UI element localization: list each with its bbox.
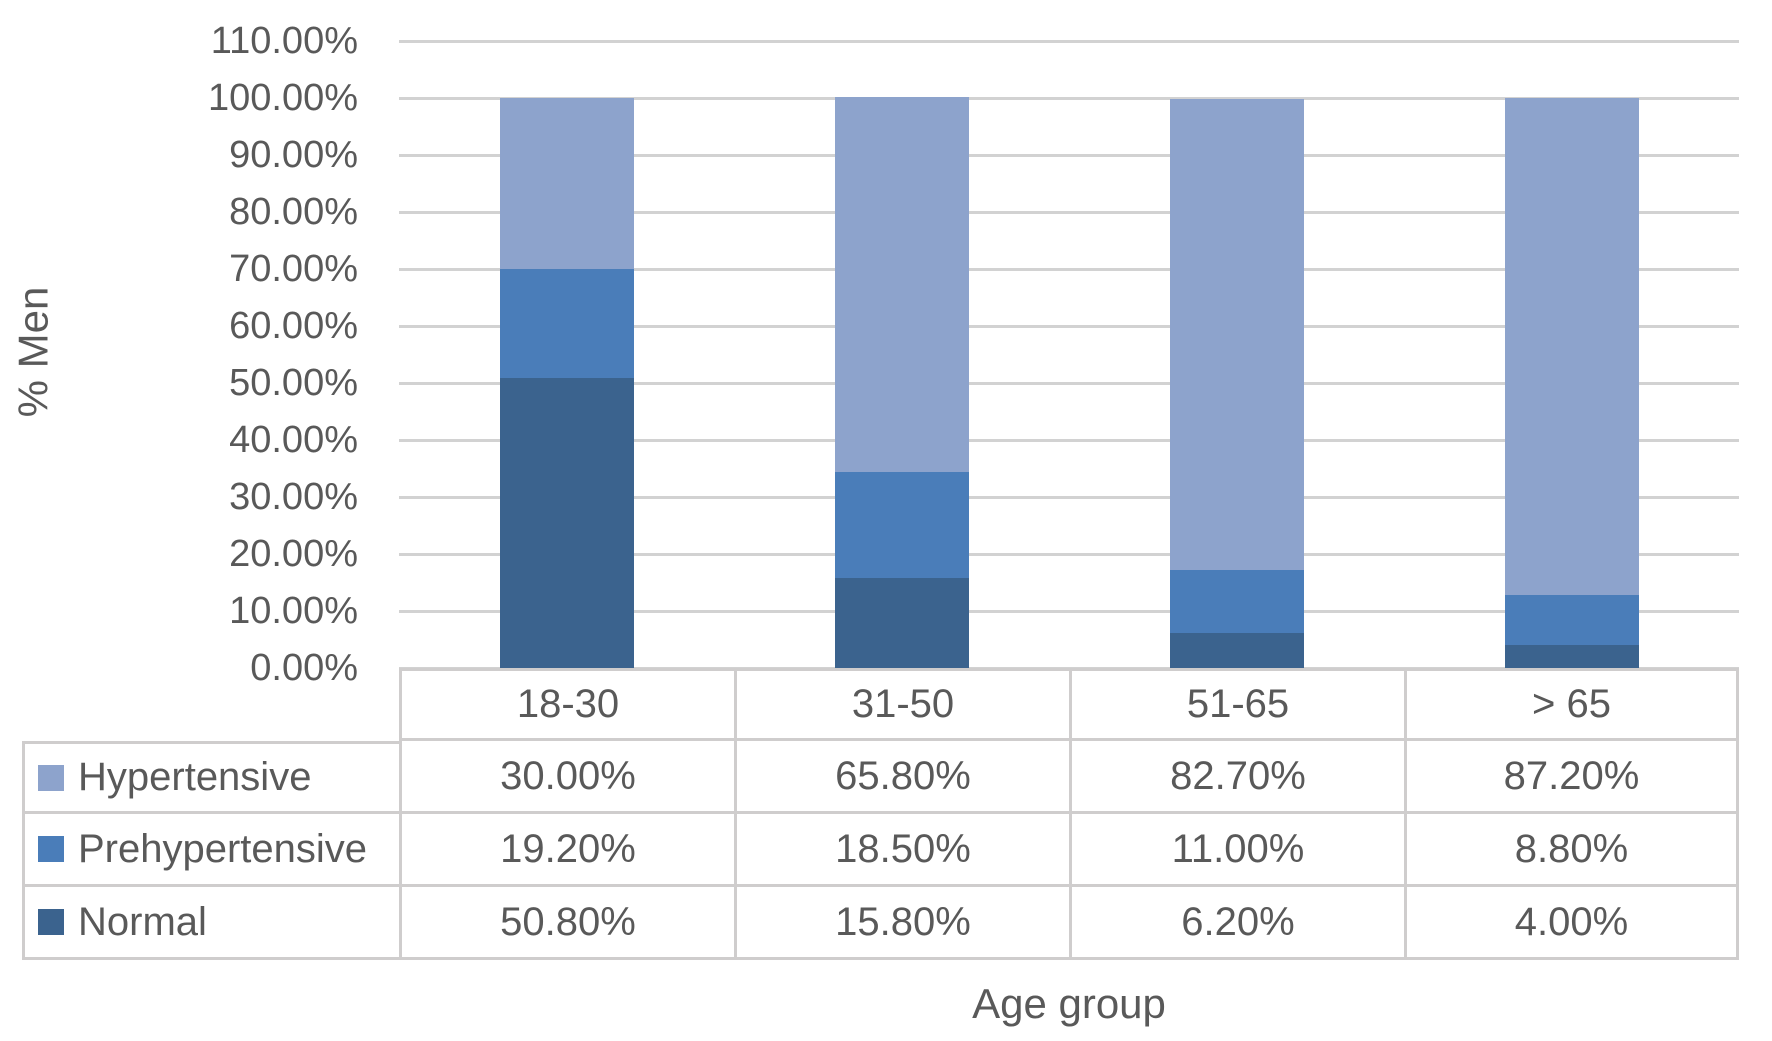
gridline bbox=[399, 267, 1739, 271]
value-cell-gt-65-hypertensive: 87.20% bbox=[1404, 741, 1739, 814]
gridline bbox=[399, 39, 1739, 43]
legend-label: Normal bbox=[78, 899, 207, 944]
legend-swatch-icon-normal bbox=[38, 909, 64, 935]
legend-label: Hypertensive bbox=[78, 755, 312, 799]
gridline bbox=[399, 96, 1739, 100]
value-cell-18-30-hypertensive: 30.00% bbox=[399, 741, 734, 814]
y-tick-label: 30.00% bbox=[229, 476, 358, 518]
y-tick-label: 110.00% bbox=[210, 20, 358, 62]
value-cell-gt-65-normal: 4.00% bbox=[1404, 887, 1739, 960]
bar-segment-gt-65-normal bbox=[1504, 645, 1639, 668]
legend-cell-normal: Normal bbox=[22, 887, 399, 960]
category-header-cell-51-65: 51-65 bbox=[1069, 668, 1404, 741]
legend-label: Prehypertensive bbox=[78, 826, 368, 871]
y-tick-label: 70.00% bbox=[229, 248, 358, 290]
category-header-cell-18-30: 18-30 bbox=[399, 668, 734, 741]
gridline bbox=[399, 438, 1739, 442]
value-cell-51-65-hypertensive: 82.70% bbox=[1069, 741, 1404, 814]
bar-segment-31-50-normal bbox=[834, 577, 969, 668]
gridline bbox=[399, 552, 1739, 556]
bar-segment-18-30-prehypertensive bbox=[499, 269, 634, 379]
legend-cell-hypertensive: Hypertensive bbox=[22, 741, 399, 814]
gridline bbox=[399, 381, 1739, 385]
bar-segment-51-65-prehypertensive bbox=[1169, 569, 1304, 633]
gridline bbox=[399, 210, 1739, 214]
value-cell-31-50-normal: 15.80% bbox=[734, 887, 1069, 960]
bar-segment-51-65-hypertensive bbox=[1169, 98, 1304, 570]
y-tick-label: 60.00% bbox=[229, 305, 358, 347]
table-corner-cell bbox=[22, 668, 399, 741]
category-header-cell-31-50: 31-50 bbox=[734, 668, 1069, 741]
y-tick-label: 90.00% bbox=[229, 134, 358, 176]
value-cell-gt-65-prehypertensive: 8.80% bbox=[1404, 814, 1739, 887]
gridline bbox=[399, 609, 1739, 613]
value-cell-51-65-normal: 6.20% bbox=[1069, 887, 1404, 960]
legend-cell-prehypertensive: Prehypertensive bbox=[22, 814, 399, 887]
bar-segment-18-30-hypertensive bbox=[499, 98, 634, 269]
value-cell-31-50-prehypertensive: 18.50% bbox=[734, 814, 1069, 887]
bar-segment-31-50-prehypertensive bbox=[834, 472, 969, 578]
gridline bbox=[399, 495, 1739, 499]
category-header-cell-gt-65: > 65 bbox=[1404, 668, 1739, 741]
bar-segment-gt-65-prehypertensive bbox=[1504, 595, 1639, 646]
y-tick-label: 80.00% bbox=[229, 191, 358, 233]
value-cell-31-50-hypertensive: 65.80% bbox=[734, 741, 1069, 814]
value-cell-18-30-normal: 50.80% bbox=[399, 887, 734, 960]
legend-swatch-icon-prehypertensive bbox=[38, 836, 64, 862]
y-tick-label: 40.00% bbox=[229, 419, 358, 461]
y-tick-label: 20.00% bbox=[229, 533, 358, 575]
bar-segment-gt-65-hypertensive bbox=[1504, 98, 1639, 596]
y-tick-label: 100.00% bbox=[207, 77, 358, 119]
legend-swatch-icon-hypertensive bbox=[38, 764, 64, 791]
value-cell-18-30-prehypertensive: 19.20% bbox=[399, 814, 734, 887]
y-tick-label: 50.00% bbox=[229, 362, 358, 404]
value-cell-51-65-prehypertensive: 11.00% bbox=[1069, 814, 1404, 887]
data-table: 18-30 31-50 51-65 > 65 Hypertensive 30.00% 65.… bbox=[22, 668, 1739, 960]
bar-segment-51-65-normal bbox=[1169, 632, 1304, 668]
x-axis-title: Age group bbox=[972, 980, 1166, 1027]
y-tick-label: 10.00% bbox=[229, 590, 358, 632]
bar-segment-18-30-normal bbox=[499, 378, 634, 668]
gridline bbox=[399, 324, 1739, 328]
gridline bbox=[399, 153, 1739, 157]
y-tick-label: 0.00% bbox=[250, 647, 358, 689]
bar-segment-31-50-hypertensive bbox=[834, 97, 969, 473]
